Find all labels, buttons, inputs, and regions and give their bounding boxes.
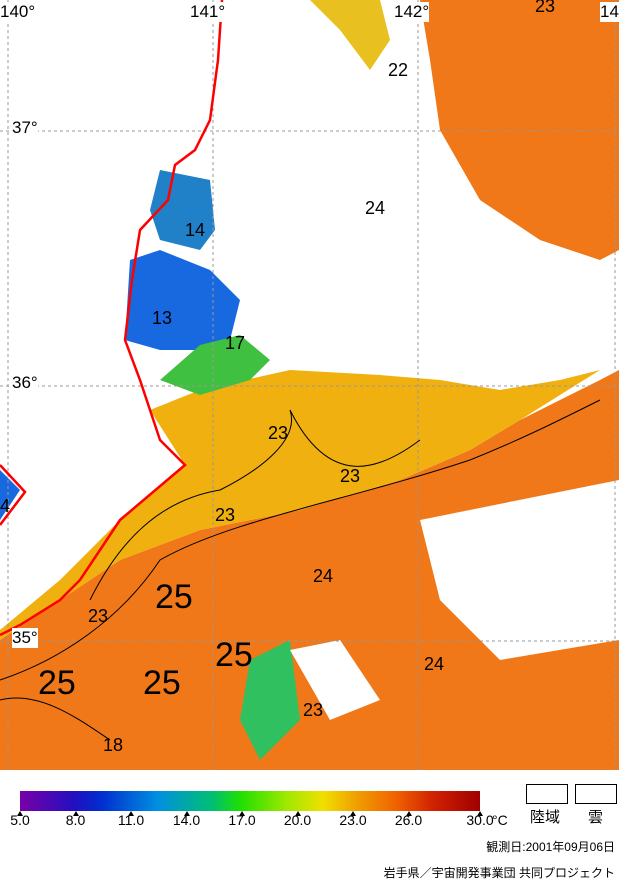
contour-label: 25 — [215, 636, 253, 674]
graticule — [0, 0, 619, 770]
tick-label: 17.0 — [228, 812, 256, 828]
cold-sea-north — [150, 170, 215, 250]
contour-label: 17 — [225, 333, 246, 353]
tick-mark — [128, 811, 134, 816]
contour-label: 4 — [0, 496, 11, 516]
tick-mark — [350, 811, 356, 816]
tick-label: 23.0 — [339, 812, 367, 828]
contour-label: 18 — [103, 735, 124, 755]
tick-mark — [183, 811, 190, 816]
lon-label: 141° — [190, 2, 226, 22]
contour-label: 22 — [388, 60, 409, 80]
lon-label: 142° — [394, 2, 430, 22]
tick-label: 20.0 — [283, 812, 312, 828]
tick-label: 26.0 — [394, 812, 423, 828]
lat-label: 37° — [12, 118, 38, 138]
lon-label: 14 — [600, 2, 619, 22]
contour-label: 23 — [303, 700, 324, 720]
contour-label: 23 — [215, 505, 236, 525]
contour-label: 25 — [155, 578, 193, 616]
warm-sea-region — [0, 370, 619, 770]
lon-label: 140° — [0, 2, 36, 22]
contour-label: 24 — [424, 654, 445, 674]
land-legend-label: 陸域 — [530, 809, 561, 826]
lat-label: 35° — [12, 628, 38, 648]
unit-label: °C — [492, 812, 508, 828]
tick-label: 5.0 — [10, 812, 30, 828]
coastline-west — [0, 464, 27, 526]
observation-date: 観測日:2001年09月06日 — [486, 840, 615, 854]
contour-label: 14 — [185, 220, 206, 240]
cold-sea-region — [125, 250, 240, 350]
mid-sea-region — [0, 370, 600, 640]
tick-mark — [72, 811, 79, 816]
green-patch-se — [240, 640, 300, 760]
land-legend-swatch — [526, 784, 568, 804]
tick-label: 30.0 — [466, 812, 494, 828]
tick-mark — [477, 811, 483, 816]
contour-label: 24 — [365, 198, 386, 218]
contour-label: 25 — [38, 664, 76, 702]
cloud-legend-label: 雲 — [588, 809, 604, 826]
tick-label: 8.0 — [65, 812, 86, 828]
tick-mark — [294, 811, 301, 816]
green-front — [160, 335, 270, 395]
tick-mark — [239, 811, 245, 816]
contour-label: 23 — [88, 606, 109, 626]
tick-mark — [17, 811, 23, 816]
contour-label: 24 — [313, 566, 334, 586]
cloud-area — [420, 480, 619, 660]
tick-label: 11.0 — [117, 812, 145, 828]
contour-label: 23 — [340, 466, 361, 486]
coastline — [0, 0, 224, 637]
lat-label: 36° — [12, 373, 38, 393]
isotherms — [0, 399, 601, 741]
mid-sea-north — [310, 0, 390, 70]
tick-label: 14.0 — [172, 812, 201, 828]
credit: 岩手県／宇宙開発事業団 共同プロジェクト — [383, 866, 615, 880]
warm-sea-north — [310, 0, 619, 260]
contour-label: 13 — [152, 308, 173, 328]
contour-label: 25 — [143, 664, 181, 702]
color-scale-bar — [20, 791, 480, 811]
cloud-patch — [290, 640, 380, 720]
contour-label: 23 — [535, 0, 556, 16]
contour-label: 23 — [268, 423, 289, 443]
sst-map — [0, 0, 619, 770]
blue-patch — [0, 470, 20, 520]
cloud-legend-swatch — [575, 784, 617, 804]
tick-mark — [405, 811, 412, 816]
